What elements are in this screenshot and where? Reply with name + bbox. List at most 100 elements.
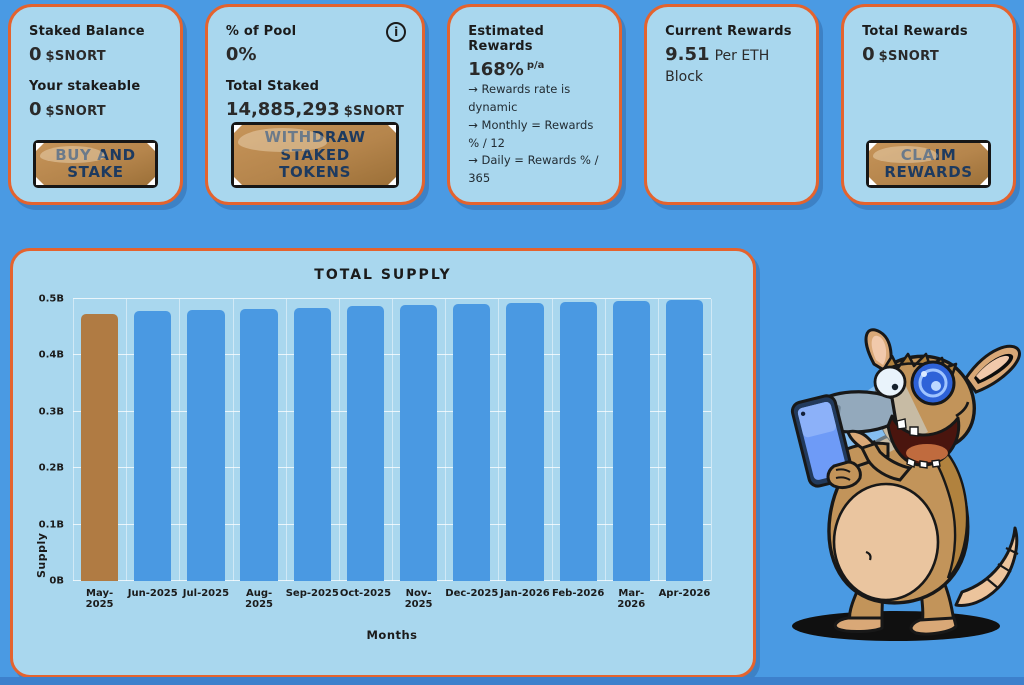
supply-bar-May-2025 xyxy=(80,313,119,581)
supply-bar-Jan-2026 xyxy=(506,302,544,581)
total-rewards-number: 0 xyxy=(862,44,875,65)
mascot-tail xyxy=(954,526,1019,607)
chart-bar-slot xyxy=(286,299,339,581)
footer-strip xyxy=(0,677,1024,685)
pool-title: % of Pool xyxy=(225,24,297,39)
staked-balance-unit: $SNORT xyxy=(45,49,106,64)
chart-gridline-vertical xyxy=(392,299,393,581)
pool-value: 0% xyxy=(225,44,257,65)
chart-x-tick: Dec-2025 xyxy=(445,588,499,599)
chart-gridline xyxy=(73,298,711,299)
corner-decoration xyxy=(387,125,396,134)
total-staked-value: 14,885,293 $SNORT xyxy=(226,99,404,120)
mascot-left-foot xyxy=(833,616,884,633)
corner-decoration xyxy=(35,177,44,185)
total-staked-label: Total Staked xyxy=(225,79,320,94)
mascot-tongue xyxy=(906,444,948,462)
chart-gridline-vertical xyxy=(232,299,234,581)
snort-aardvark-mascot xyxy=(790,328,1021,641)
chart-gridline-vertical xyxy=(551,299,553,581)
mascot-fur-ruff xyxy=(911,430,969,579)
withdraw-staked-tokens-button[interactable]: WITHDRAW STAKED TOKENS xyxy=(231,122,399,188)
chart-x-tick: Feb-2026 xyxy=(551,588,605,599)
supply-bar-Mar-2026 xyxy=(612,300,650,581)
claim-rewards-button[interactable]: CLAIM REWARDS xyxy=(866,139,991,188)
corner-decoration xyxy=(146,142,155,151)
chart-gridline-vertical xyxy=(73,299,74,581)
buy-and-stake-button[interactable]: BUY AND STAKE xyxy=(32,139,158,188)
chart-x-tick: Jun-2025 xyxy=(127,588,178,599)
chart-gridline xyxy=(73,354,711,356)
mascot-pointing-finger xyxy=(846,429,876,450)
supply-bar-Feb-2026 xyxy=(559,301,597,581)
card-total-rewards: Total Rewards 0 $SNORT CLAIM REWARDS xyxy=(841,4,1016,205)
total-supply-chart-panel: TOTAL SUPPLY Supply 0B 0.1B 0.2B 0.3B 0.4B 0.… xyxy=(10,248,756,678)
claim-rewards-label: CLAIM REWARDS xyxy=(884,145,973,181)
chart-bar-slot xyxy=(605,299,658,581)
chart-y-tick: 0.2B xyxy=(38,462,64,474)
stats-card-row: Staked Balance 0 $SNORT Your stakeable 0 $… xyxy=(0,0,1024,205)
chart-y-tick: 0.5B xyxy=(38,293,64,305)
mascot-belly xyxy=(832,482,940,602)
chart-bar-slot xyxy=(233,299,286,581)
corner-decoration xyxy=(35,142,44,151)
corner-decoration xyxy=(146,177,155,185)
card-pool: i % of Pool 0% Total Staked 14,885,293 $S… xyxy=(204,4,426,205)
staked-balance-title: Staked Balance xyxy=(29,24,145,39)
total-rewards-title: Total Rewards xyxy=(862,24,968,39)
chart-gridline xyxy=(73,523,711,525)
chart-bar-slot xyxy=(126,299,179,581)
chart-bar-slot xyxy=(73,299,126,581)
chart-gridline-vertical xyxy=(657,299,659,581)
chart-bars xyxy=(73,299,711,581)
chart-gridline xyxy=(73,580,711,581)
card-current-rewards: Current Rewards 9.51 Per ETH Block xyxy=(644,4,820,205)
staked-balance-number: 0 xyxy=(29,44,42,65)
supply-bar-Aug-2025 xyxy=(240,309,278,581)
chart-gridline-vertical xyxy=(498,299,500,581)
chart-y-tick: 0B xyxy=(49,575,64,587)
mascot-right-foot xyxy=(909,616,958,636)
chart-gridline xyxy=(73,410,711,412)
info-icon[interactable]: i xyxy=(386,22,407,42)
rewards-note: → Monthly = Rewards % / 12 xyxy=(468,117,594,150)
buy-and-stake-label: BUY AND STAKE xyxy=(55,145,136,181)
chart-x-tick: Sep-2025 xyxy=(285,588,339,599)
chart-x-tick: Mar-2026 xyxy=(617,588,646,610)
supply-bar-Sep-2025 xyxy=(293,308,331,581)
chart-y-tick: 0.3B xyxy=(38,406,64,418)
rewards-note: → Rewards rate is dynamic xyxy=(468,82,571,114)
chart-gridline-vertical xyxy=(179,299,181,581)
total-staked-number: 14,885,293 xyxy=(225,99,340,120)
chart-x-tick: Apr-2026 xyxy=(658,588,711,599)
stakeable-number: 0 xyxy=(29,99,42,120)
chart-gridline-vertical xyxy=(711,299,712,581)
corner-decoration xyxy=(980,142,988,151)
chart-bar-slot xyxy=(179,299,232,581)
current-rewards-number: 9.51 xyxy=(665,44,710,65)
supply-bar-Apr-2026 xyxy=(665,299,704,581)
chart-y-tick: 0.4B xyxy=(38,349,64,361)
chart-x-tick: Nov-2025 xyxy=(404,588,433,610)
total-rewards-value: 0 $SNORT xyxy=(862,44,995,65)
supply-bar-Jul-2025 xyxy=(187,310,225,581)
chart-x-tick: Aug-2025 xyxy=(245,588,274,610)
chart-x-ticks: May-2025 Jun-2025 Jul-2025 Aug-2025 Sep-2025… xyxy=(73,588,711,610)
corner-decoration xyxy=(869,142,878,151)
rewards-note: → Daily = Rewards % / 365 xyxy=(468,153,599,186)
mascot-left-eye xyxy=(873,365,907,399)
estimated-rewards-value: 168% p/a xyxy=(468,59,601,80)
chart-x-axis-label: Months xyxy=(366,628,418,642)
corner-decoration xyxy=(234,177,243,185)
card-estimated-rewards: Estimated Rewards 168% p/a → Rewards rate… xyxy=(447,4,623,205)
chart-x-tick: May-2025 xyxy=(85,588,114,610)
chart-bar-slot xyxy=(445,299,498,581)
chart-x-tick: Jan-2026 xyxy=(500,588,550,599)
chart-plot: 0B 0.1B 0.2B 0.3B 0.4B 0.5B xyxy=(39,294,712,587)
estimated-rewards-number: 168% xyxy=(468,59,524,80)
corner-decoration xyxy=(869,177,878,185)
stakeable-value: 0 $SNORT xyxy=(29,99,162,120)
chart-x-tick: Oct-2025 xyxy=(339,588,392,599)
withdraw-label: WITHDRAW STAKED TOKENS xyxy=(264,128,366,181)
corner-decoration xyxy=(234,125,243,134)
